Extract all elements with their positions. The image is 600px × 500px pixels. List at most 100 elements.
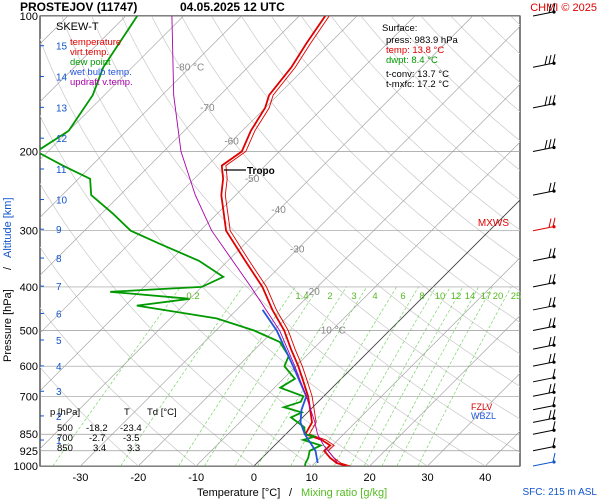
- wind-barb-feather: [552, 217, 556, 227]
- mixing-ratio-label: 10: [435, 291, 446, 302]
- isotherm: [138, 83, 520, 466]
- wind-barb-staff: [532, 103, 554, 109]
- x-tick-label: 0: [251, 472, 257, 484]
- wind-barb-feather: [544, 139, 548, 150]
- wind-barb-feather: [548, 54, 552, 65]
- altitude-tick-label: 14: [56, 73, 68, 84]
- altitude-tick-label: 10: [56, 196, 68, 207]
- wind-barb-feather: [552, 383, 556, 393]
- table-row-700-td: -3.5: [123, 433, 139, 444]
- x-axis-title-mix: Mixing ratio [g/kg]: [301, 487, 387, 499]
- altitude-tick-label: 4: [56, 362, 62, 373]
- isotherm: [543, 16, 600, 466]
- wind-barb-feather: [552, 437, 556, 447]
- y-tick-label: 200: [20, 146, 38, 158]
- surface-title: Surface:: [382, 23, 417, 34]
- mixing-ratio-label: 6: [400, 291, 405, 302]
- x-tick-label: -20: [130, 472, 146, 484]
- wind-barb-staff: [532, 377, 554, 383]
- surface-press: press: 983.9 hPa: [386, 35, 459, 46]
- mixing-ratio-label: 3: [351, 291, 356, 302]
- wind-barb-feather: [548, 95, 552, 105]
- x-tick-label: 10: [306, 472, 318, 484]
- wind-barb-feather: [552, 452, 556, 463]
- wind-barb-staff: [532, 282, 554, 288]
- wind-barb-dot: [552, 460, 556, 464]
- wind-barb-feather: [552, 353, 556, 363]
- x-axis-title-temp: Temperature [°C]: [197, 487, 280, 499]
- y-tick-label: 600: [20, 361, 38, 373]
- isotherm: [427, 373, 520, 466]
- x-tick-label: 40: [479, 472, 491, 484]
- wind-barb-feather: [552, 421, 556, 431]
- altitude-tick-label: 15: [56, 42, 68, 53]
- y-tick-label: 500: [20, 326, 38, 338]
- y-tick-label: 400: [20, 282, 38, 294]
- wind-barb-dot: [552, 145, 556, 150]
- table-row-700-t: -2.7: [89, 433, 105, 444]
- table-header-p: p [hPa]: [50, 407, 80, 418]
- y-tick-label: 700: [20, 391, 38, 403]
- isotherm: [40, 16, 184, 160]
- dry-adiabat: [211, 16, 520, 323]
- x-tick-label: 30: [421, 472, 433, 484]
- wind-barb-feather: [548, 318, 552, 328]
- table-header-td: Td [°C]: [147, 407, 177, 418]
- wind-barb-feather: [552, 317, 556, 327]
- mixing-ratio-label: 0.2: [186, 291, 199, 302]
- y-tick-label: 300: [20, 226, 38, 238]
- y-tick-label: 100: [20, 11, 38, 23]
- dry-adiabat: [330, 16, 520, 201]
- mxws-label: MXWS: [478, 218, 509, 229]
- wind-barb-feather: [548, 353, 552, 364]
- isotherm-label: -40: [271, 205, 286, 216]
- wind-barb-feather: [552, 336, 556, 346]
- table-row-850-p: 850: [57, 443, 73, 454]
- legend-item-virt-temp: virt.temp.: [70, 47, 109, 58]
- x-tick-label: -30: [73, 472, 89, 484]
- x-axis-title-sep: /: [289, 487, 293, 499]
- table-row-850-td: 3.3: [127, 443, 140, 454]
- wind-barb-feather: [552, 138, 556, 148]
- mixing-ratio-label: 20: [493, 291, 504, 302]
- dry-adiabat: [300, 16, 520, 231]
- dry-adiabat: [241, 16, 520, 292]
- isotherm-label: -50: [245, 174, 260, 185]
- series-wet-bulb-temp-line: [261, 309, 319, 464]
- wind-barb-staff: [532, 461, 554, 467]
- legend: SKEW-T temperature virt.temp. dew point …: [56, 21, 133, 88]
- series-updraft-v-temp-line: [171, 16, 339, 464]
- isotherm: [311, 257, 520, 466]
- table-row-500-td: -23.4: [120, 423, 142, 434]
- y-tick-label: 925: [20, 446, 38, 458]
- table-row-700-p: 700: [57, 433, 73, 444]
- surface-tconv: t-conv: 13.7 °C: [386, 69, 449, 80]
- wind-barb-staff: [532, 391, 554, 397]
- wind-barb-staff: [532, 417, 554, 423]
- wind-barb-dot: [552, 376, 556, 380]
- altitude-tick-label: 12: [56, 134, 68, 145]
- wind-barb-dot: [552, 304, 556, 308]
- level-table: p [hPa] T Td [°C] 500 -18.2 -23.4 700 -2…: [50, 407, 177, 454]
- x-tick-label: 20: [364, 472, 376, 484]
- altitude-tick-label: 8: [56, 254, 62, 265]
- altitude-tick-label: 11: [56, 165, 67, 176]
- legend-item-dew-point: dew point: [70, 57, 111, 68]
- wind-barb-staff: [532, 256, 554, 262]
- isotherm: [253, 199, 520, 466]
- series-dew-point-line: [40, 16, 324, 466]
- isotherm-label: -10 °C: [317, 326, 345, 337]
- surface-tmxfc: t-mxfc: 17.2 °C: [386, 79, 449, 90]
- wind-barb-dot: [552, 102, 556, 106]
- wind-barb-dot: [552, 225, 556, 229]
- isotherm: [40, 16, 358, 334]
- table-row-850-t: 3.4: [93, 443, 106, 454]
- isotherm: [40, 16, 300, 276]
- isotherm: [40, 16, 126, 103]
- wind-barb-dot: [552, 428, 556, 432]
- wind-barb-staff: [532, 429, 554, 435]
- wind-barb-feather: [552, 296, 556, 307]
- y-axis-title-press: Pressure [hPa]: [2, 289, 14, 362]
- legend-item-updraft: updraft v.temp.: [70, 77, 133, 88]
